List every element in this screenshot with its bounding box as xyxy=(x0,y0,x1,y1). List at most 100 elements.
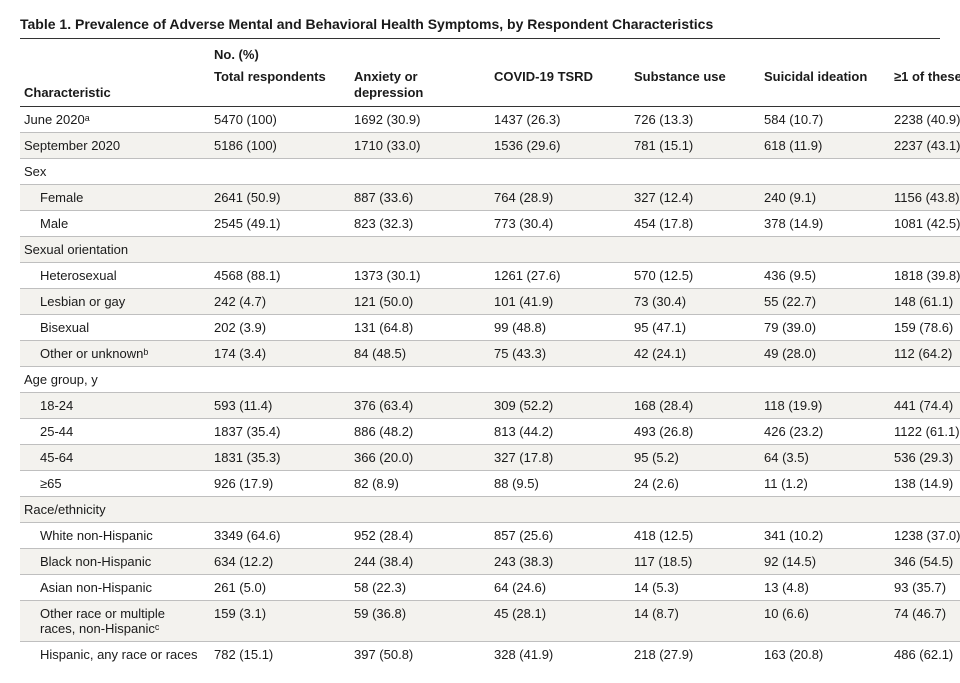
cell xyxy=(630,497,760,523)
cell: 341 (10.2) xyxy=(760,523,890,549)
table-title: Table 1. Prevalence of Adverse Mental an… xyxy=(20,16,940,39)
cell: 244 (38.4) xyxy=(350,549,490,575)
cell: 436 (9.5) xyxy=(760,263,890,289)
cell: 112 (64.2) xyxy=(890,341,960,367)
cell: 781 (15.1) xyxy=(630,133,760,159)
cell: 1692 (30.9) xyxy=(350,107,490,133)
cell: 493 (26.8) xyxy=(630,419,760,445)
section-row: Age group, y xyxy=(20,367,960,393)
cell: 11 (1.2) xyxy=(760,471,890,497)
cell: 5470 (100) xyxy=(210,107,350,133)
cell: 95 (5.2) xyxy=(630,445,760,471)
section-row: Sex xyxy=(20,159,960,185)
cell: 366 (20.0) xyxy=(350,445,490,471)
cell: 45 (28.1) xyxy=(490,601,630,642)
table-row: 45-641831 (35.3)366 (20.0)327 (17.8)95 (… xyxy=(20,445,960,471)
cell: 328 (41.9) xyxy=(490,642,630,668)
cell: 454 (17.8) xyxy=(630,211,760,237)
cell: 1437 (26.3) xyxy=(490,107,630,133)
cell xyxy=(760,497,890,523)
cell: 886 (48.2) xyxy=(350,419,490,445)
cell: 174 (3.4) xyxy=(210,341,350,367)
cell xyxy=(630,237,760,263)
cell: 397 (50.8) xyxy=(350,642,490,668)
cell: 131 (64.8) xyxy=(350,315,490,341)
row-label: Asian non-Hispanic xyxy=(20,575,210,601)
cell: 773 (30.4) xyxy=(490,211,630,237)
cell: 418 (12.5) xyxy=(630,523,760,549)
col-suicidal: Suicidal ideation xyxy=(760,64,890,107)
cell: 327 (12.4) xyxy=(630,185,760,211)
cell: 2545 (49.1) xyxy=(210,211,350,237)
cell xyxy=(760,237,890,263)
cell xyxy=(210,497,350,523)
cell xyxy=(890,367,960,393)
col-characteristic: Characteristic xyxy=(20,64,210,107)
table-row: June 2020ᵃ5470 (100)1692 (30.9)1437 (26.… xyxy=(20,107,960,133)
row-label: 18-24 xyxy=(20,393,210,419)
col-total: Total respondents xyxy=(210,64,350,107)
cell: 99 (48.8) xyxy=(490,315,630,341)
cell xyxy=(210,159,350,185)
row-label: Sex xyxy=(20,159,210,185)
cell xyxy=(490,159,630,185)
table-row: Other race or multiple races, non-Hispan… xyxy=(20,601,960,642)
cell: 2238 (40.9) xyxy=(890,107,960,133)
row-label: Bisexual xyxy=(20,315,210,341)
cell xyxy=(760,367,890,393)
cell xyxy=(350,367,490,393)
cell: 1837 (35.4) xyxy=(210,419,350,445)
cell: 49 (28.0) xyxy=(760,341,890,367)
cell: 64 (24.6) xyxy=(490,575,630,601)
cell: 243 (38.3) xyxy=(490,549,630,575)
cell: 159 (3.1) xyxy=(210,601,350,642)
cell xyxy=(350,237,490,263)
col-tsrd: COVID-19 TSRD xyxy=(490,64,630,107)
cell: 218 (27.9) xyxy=(630,642,760,668)
cell: 584 (10.7) xyxy=(760,107,890,133)
row-label: Other or unknownᵇ xyxy=(20,341,210,367)
cell xyxy=(490,367,630,393)
cell: 426 (23.2) xyxy=(760,419,890,445)
table-row: Lesbian or gay242 (4.7)121 (50.0)101 (41… xyxy=(20,289,960,315)
cell: 5186 (100) xyxy=(210,133,350,159)
section-row: Sexual orientation xyxy=(20,237,960,263)
table-row: Female2641 (50.9)887 (33.6)764 (28.9)327… xyxy=(20,185,960,211)
table-row: Male2545 (49.1)823 (32.3)773 (30.4)454 (… xyxy=(20,211,960,237)
table-row: Heterosexual4568 (88.1)1373 (30.1)1261 (… xyxy=(20,263,960,289)
cell: 163 (20.8) xyxy=(760,642,890,668)
row-label: Other race or multiple races, non-Hispan… xyxy=(20,601,210,642)
cell: 3349 (64.6) xyxy=(210,523,350,549)
cell xyxy=(760,159,890,185)
cell: 486 (62.1) xyxy=(890,642,960,668)
cell: 118 (19.9) xyxy=(760,393,890,419)
cell: 952 (28.4) xyxy=(350,523,490,549)
cell: 92 (14.5) xyxy=(760,549,890,575)
section-row: Race/ethnicity xyxy=(20,497,960,523)
cell: 159 (78.6) xyxy=(890,315,960,341)
cell: 10 (6.6) xyxy=(760,601,890,642)
cell: 55 (22.7) xyxy=(760,289,890,315)
cell: 1081 (42.5) xyxy=(890,211,960,237)
cell xyxy=(630,367,760,393)
cell xyxy=(210,237,350,263)
table-row: Black non-Hispanic634 (12.2)244 (38.4)24… xyxy=(20,549,960,575)
row-label: White non-Hispanic xyxy=(20,523,210,549)
cell: 168 (28.4) xyxy=(630,393,760,419)
cell xyxy=(350,497,490,523)
cell: 764 (28.9) xyxy=(490,185,630,211)
cell: 82 (8.9) xyxy=(350,471,490,497)
col-atleast1: ≥1 of these xyxy=(890,64,960,107)
cell: 88 (9.5) xyxy=(490,471,630,497)
table-row: ≥65926 (17.9)82 (8.9)88 (9.5)24 (2.6)11 … xyxy=(20,471,960,497)
cell xyxy=(490,497,630,523)
cell: 84 (48.5) xyxy=(350,341,490,367)
cell: 79 (39.0) xyxy=(760,315,890,341)
cell xyxy=(490,237,630,263)
cell: 1261 (27.6) xyxy=(490,263,630,289)
cell: 1156 (43.8) xyxy=(890,185,960,211)
cell: 593 (11.4) xyxy=(210,393,350,419)
cell: 536 (29.3) xyxy=(890,445,960,471)
cell: 202 (3.9) xyxy=(210,315,350,341)
row-label: September 2020 xyxy=(20,133,210,159)
